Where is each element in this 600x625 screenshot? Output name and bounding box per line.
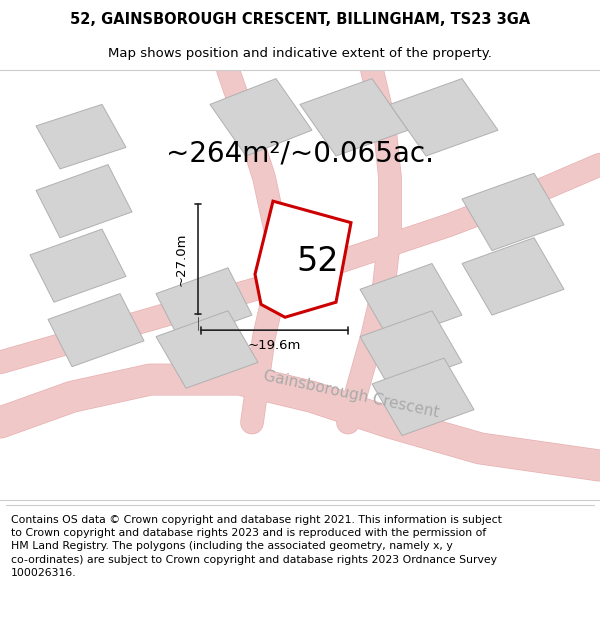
- Polygon shape: [462, 173, 564, 251]
- Polygon shape: [300, 79, 408, 156]
- Polygon shape: [210, 79, 312, 156]
- Polygon shape: [255, 201, 351, 318]
- Text: ~264m²/~0.065ac.: ~264m²/~0.065ac.: [166, 140, 434, 168]
- Text: Map shows position and indicative extent of the property.: Map shows position and indicative extent…: [108, 47, 492, 60]
- Polygon shape: [360, 311, 462, 388]
- Polygon shape: [48, 294, 144, 367]
- Text: Gainsborough Crescent: Gainsborough Crescent: [262, 369, 440, 421]
- Polygon shape: [372, 358, 474, 436]
- Polygon shape: [360, 264, 462, 341]
- Text: 52: 52: [296, 245, 340, 278]
- Polygon shape: [36, 164, 132, 238]
- Text: ~27.0m: ~27.0m: [174, 232, 187, 286]
- Text: Contains OS data © Crown copyright and database right 2021. This information is : Contains OS data © Crown copyright and d…: [11, 515, 502, 578]
- Polygon shape: [156, 268, 252, 341]
- Polygon shape: [36, 104, 126, 169]
- Text: ~19.6m: ~19.6m: [248, 339, 301, 352]
- Polygon shape: [390, 79, 498, 156]
- Text: 52, GAINSBOROUGH CRESCENT, BILLINGHAM, TS23 3GA: 52, GAINSBOROUGH CRESCENT, BILLINGHAM, T…: [70, 12, 530, 27]
- Polygon shape: [462, 238, 564, 315]
- Polygon shape: [156, 311, 258, 388]
- Polygon shape: [30, 229, 126, 302]
